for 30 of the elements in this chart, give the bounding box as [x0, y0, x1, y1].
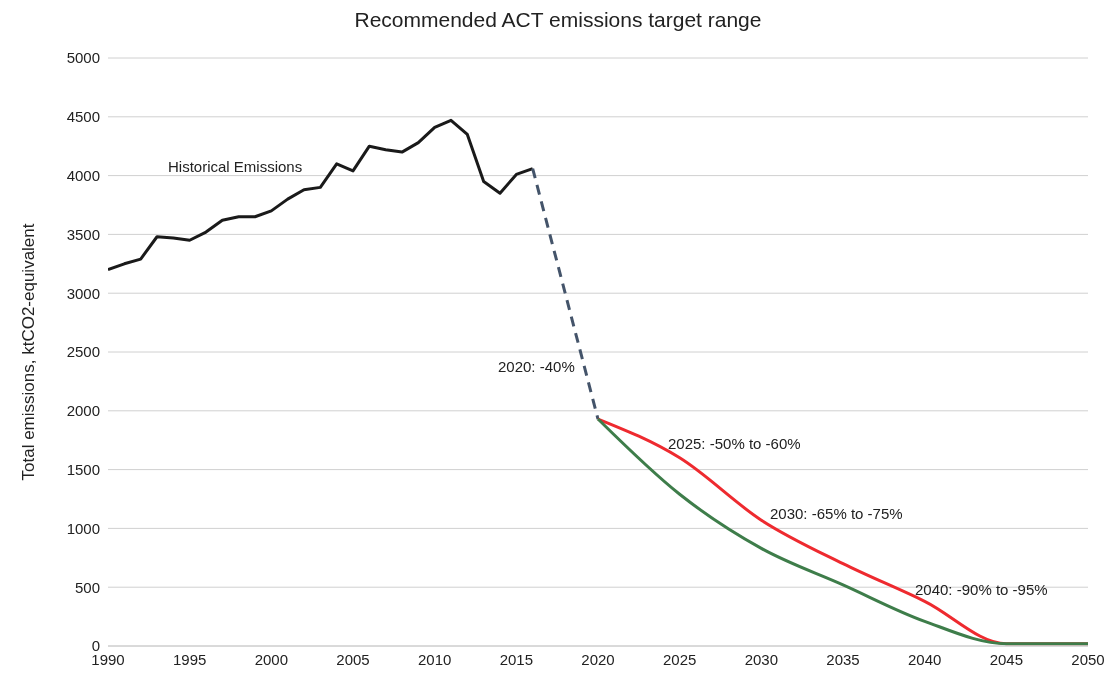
y-tick-label: 500	[74, 578, 100, 596]
annotation: 2025: -50% to -60%	[668, 435, 801, 452]
annotation: 2030: -65% to -75%	[770, 505, 903, 522]
annotation: 2040: -90% to -95%	[915, 581, 1048, 598]
line-series	[108, 118, 535, 272]
y-tick-label: 4000	[66, 166, 100, 184]
chart-title: Recommended ACT emissions target range	[353, 8, 763, 33]
x-tick-label: 2025	[662, 650, 697, 668]
annotation: Historical Emissions	[168, 158, 303, 175]
y-tick-label: 4500	[66, 108, 100, 126]
y-tick-label: 3500	[66, 225, 100, 243]
y-tick-label: 3000	[66, 284, 100, 302]
x-tick-label: 2045	[989, 650, 1024, 668]
y-tick-label: 1500	[66, 460, 100, 478]
y-tick-label: 2000	[66, 402, 100, 420]
x-tick-label: 2040	[907, 650, 942, 668]
x-tick-label: 2050	[1071, 650, 1105, 668]
x-tick-label: 2005	[336, 650, 370, 668]
x-tick-label: 2015	[499, 650, 534, 668]
y-axis-title: Total emissions, ktCO2-equivalent	[19, 223, 39, 481]
y-tick-label: 1000	[66, 519, 100, 537]
x-tick-label: 1995	[172, 650, 207, 668]
x-tick-label: 2000	[254, 650, 289, 668]
x-tick-label: 2030	[744, 650, 779, 668]
y-tick-label: 5000	[66, 49, 100, 67]
x-tick-label: 2035	[826, 650, 860, 668]
x-tick-label: 2010	[417, 650, 452, 668]
annotation: 2020: -40%	[498, 358, 575, 375]
y-tick-label: 2500	[66, 343, 100, 361]
x-tick-label: 2020	[581, 650, 615, 668]
